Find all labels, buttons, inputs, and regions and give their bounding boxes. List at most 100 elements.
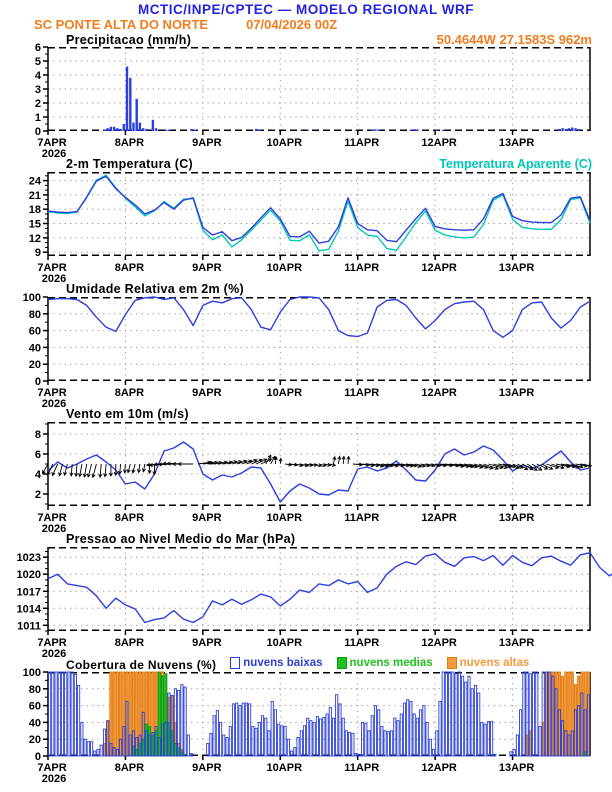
svg-text:11APR: 11APR <box>344 762 379 774</box>
svg-text:11APR: 11APR <box>344 137 379 149</box>
svg-text:60: 60 <box>29 701 41 713</box>
svg-text:12APR: 12APR <box>421 637 457 649</box>
svg-text:2: 2 <box>35 98 41 110</box>
svg-text:9APR: 9APR <box>192 637 221 649</box>
wind-title: Vento em 10m (m/s) <box>66 407 189 421</box>
svg-text:7APR: 7APR <box>37 637 66 649</box>
station-line: SC PONTE ALTA DO NORTE 07/04/2026 00Z <box>0 17 612 32</box>
svg-text:6: 6 <box>35 42 41 54</box>
svg-text:20: 20 <box>29 359 41 371</box>
svg-text:10APR: 10APR <box>267 637 303 649</box>
svg-text:24: 24 <box>29 176 42 188</box>
svg-text:15: 15 <box>29 219 41 231</box>
svg-text:0: 0 <box>35 751 41 763</box>
pressure-line <box>47 552 612 624</box>
wind-speed-line <box>47 441 591 503</box>
legend-high-clouds: nuvens altas <box>446 657 529 669</box>
svg-text:9: 9 <box>35 247 41 259</box>
svg-text:9APR: 9APR <box>192 387 221 399</box>
svg-text:9APR: 9APR <box>192 137 221 149</box>
model-title: MCTIC/INPE/CPTEC — MODELO REGIONAL WRF <box>138 2 474 17</box>
svg-text:13APR: 13APR <box>499 387 535 399</box>
svg-text:2026: 2026 <box>42 648 66 660</box>
svg-text:1011: 1011 <box>17 620 41 632</box>
low-cloud-bars <box>48 671 590 757</box>
precip-title: Precipitacao (mm/h) <box>66 33 192 47</box>
svg-text:8APR: 8APR <box>115 637 144 649</box>
svg-text:10APR: 10APR <box>267 262 303 274</box>
svg-text:12APR: 12APR <box>421 387 457 399</box>
mid-clouds-swatch-icon <box>336 657 347 669</box>
svg-text:13APR: 13APR <box>499 137 535 149</box>
grid <box>48 47 590 131</box>
svg-text:7APR: 7APR <box>37 762 66 774</box>
svg-text:13APR: 13APR <box>499 262 535 274</box>
svg-text:2: 2 <box>35 489 41 501</box>
temp-line <box>47 175 591 244</box>
svg-text:100: 100 <box>23 667 41 679</box>
svg-text:1014: 1014 <box>17 603 42 615</box>
svg-text:4: 4 <box>35 70 42 82</box>
svg-text:80: 80 <box>29 684 41 696</box>
svg-text:6: 6 <box>35 449 41 461</box>
panel-pressure: Pressao ao Nivel Medio do Mar (hPa) 1011… <box>0 532 612 660</box>
svg-text:1023: 1023 <box>17 552 41 564</box>
svg-text:8: 8 <box>35 429 41 441</box>
location-coords: 50.4644W 27.1583S 962m <box>436 32 592 47</box>
svg-text:13APR: 13APR <box>499 512 535 524</box>
svg-text:21: 21 <box>29 190 41 202</box>
grid <box>48 672 590 756</box>
svg-text:12APR: 12APR <box>421 512 457 524</box>
grid <box>48 297 590 381</box>
svg-text:3: 3 <box>35 84 41 96</box>
svg-text:8APR: 8APR <box>115 762 144 774</box>
grid <box>48 422 590 506</box>
panel-clouds: Cobertura de Nuvens (%) nuvens baixas nu… <box>0 657 612 785</box>
svg-text:2026: 2026 <box>42 398 66 410</box>
svg-text:12: 12 <box>29 233 41 245</box>
svg-text:2026: 2026 <box>42 148 66 160</box>
svg-text:18: 18 <box>29 204 41 216</box>
humidity-title: Umidade Relativa em 2m (%) <box>66 282 244 296</box>
svg-text:10APR: 10APR <box>267 762 303 774</box>
precip-bars <box>103 66 580 131</box>
clouds-legend: nuvens baixas nuvens medias nuvens altas <box>230 657 529 669</box>
svg-text:13APR: 13APR <box>499 637 535 649</box>
svg-text:9APR: 9APR <box>192 762 221 774</box>
svg-text:5: 5 <box>35 56 41 68</box>
svg-text:10APR: 10APR <box>267 512 303 524</box>
svg-text:1: 1 <box>35 112 41 124</box>
svg-text:100: 100 <box>23 292 41 304</box>
svg-text:11APR: 11APR <box>344 262 379 274</box>
svg-text:7APR: 7APR <box>37 137 66 149</box>
svg-text:2026: 2026 <box>42 273 66 285</box>
panel-wind: Vento em 10m (m/s) 2 4 6 8 7APR 2026 8APR 9APR 1… <box>0 407 612 535</box>
svg-text:8APR: 8APR <box>115 387 144 399</box>
svg-text:4: 4 <box>35 469 42 481</box>
svg-text:10APR: 10APR <box>267 137 303 149</box>
svg-text:8APR: 8APR <box>115 137 144 149</box>
apparent-temp-title: Temperatura Aparente (C) <box>439 157 592 171</box>
panel-temperature: 2-m Temperatura (C) Temperatura Aparente… <box>0 157 612 285</box>
svg-text:12APR: 12APR <box>421 262 457 274</box>
humidity-line <box>47 296 591 338</box>
svg-text:12APR: 12APR <box>421 762 457 774</box>
wind-vectors <box>42 454 593 479</box>
panel-precipitation: Precipitacao (mm/h) 50.4644W 27.1583S 96… <box>0 32 612 160</box>
panel-humidity: Umidade Relativa em 2m (%) 0 20 40 60 80 100 7… <box>0 282 612 410</box>
legend-low-clouds: nuvens baixas <box>230 657 323 669</box>
svg-text:2026: 2026 <box>42 773 66 785</box>
low-clouds-swatch-icon <box>230 657 241 669</box>
svg-text:0: 0 <box>35 376 41 388</box>
clouds-title: Cobertura de Nuvens (%) <box>66 658 217 672</box>
